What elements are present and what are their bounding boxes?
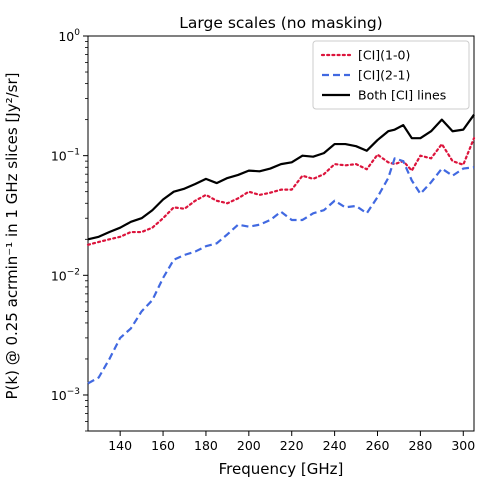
y-tick-label: 10−1 [51, 148, 80, 164]
y-tick-label: 10−2 [51, 267, 80, 283]
plot-area [87, 35, 475, 432]
y-axis-label: P(k) @ 0.25 acrmin⁻¹ in 1 GHz slices [Jy… [3, 72, 21, 399]
y-tick-label: 10−3 [51, 387, 80, 403]
x-tick-label: 180 [194, 438, 218, 453]
series-line-2 [87, 157, 475, 385]
x-tick-label: 160 [151, 438, 175, 453]
x-tick-label: 200 [237, 438, 261, 453]
data-series [86, 114, 476, 385]
x-tick-label: 140 [108, 438, 132, 453]
chart-title: Large scales (no masking) [179, 14, 382, 32]
y-tick-label: 100 [58, 28, 80, 44]
x-tick-label: 220 [280, 438, 304, 453]
x-tick-label: 240 [323, 438, 347, 453]
series-line-1 [86, 137, 476, 246]
x-tick-label: 280 [408, 438, 432, 453]
legend: [CI](1-0) [CI](2-1) Both [CI] lines [312, 40, 470, 110]
legend-label-2: [CI](2-1) [358, 68, 410, 83]
x-tick-label: 260 [366, 438, 390, 453]
y-axis-ticks: 10−3 10−2 10−1 100 [51, 28, 88, 432]
legend-label-3: Both [CI] lines [358, 88, 446, 103]
x-axis-label: Frequency [GHz] [219, 460, 344, 478]
legend-box [312, 40, 470, 110]
x-tick-label: 300 [451, 438, 475, 453]
legend-label-1: [CI](1-0) [358, 48, 410, 63]
series-line-3 [87, 114, 475, 241]
x-axis-ticks: 140 160 180 200 220 240 260 280 300 [108, 431, 475, 453]
